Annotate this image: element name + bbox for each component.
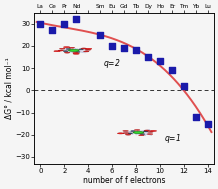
Circle shape [69, 47, 75, 48]
Circle shape [60, 48, 65, 49]
Circle shape [148, 131, 153, 132]
Circle shape [81, 48, 87, 49]
Circle shape [63, 46, 70, 48]
Circle shape [144, 130, 150, 131]
Circle shape [79, 49, 83, 50]
Point [110, 44, 114, 47]
Circle shape [73, 52, 78, 53]
Point [63, 22, 66, 25]
Text: $q$=1: $q$=1 [164, 132, 181, 145]
Point [182, 84, 186, 87]
Y-axis label: ΔG° / kcal mol⁻¹: ΔG° / kcal mol⁻¹ [4, 57, 13, 119]
Circle shape [64, 52, 70, 53]
Circle shape [85, 48, 92, 49]
Point [194, 115, 198, 119]
Point [122, 47, 126, 50]
Point [158, 60, 162, 63]
Circle shape [128, 133, 133, 134]
Circle shape [63, 51, 68, 52]
Circle shape [85, 49, 91, 50]
Circle shape [123, 130, 128, 131]
Circle shape [147, 134, 153, 135]
Circle shape [58, 50, 63, 51]
Circle shape [118, 133, 124, 134]
Circle shape [125, 134, 131, 135]
Circle shape [133, 132, 144, 133]
Point [146, 56, 150, 59]
X-axis label: number of f electrons: number of f electrons [83, 176, 165, 185]
Circle shape [68, 49, 79, 51]
Circle shape [54, 51, 60, 52]
Circle shape [134, 129, 140, 130]
Circle shape [143, 131, 148, 132]
Circle shape [83, 51, 89, 52]
Point [39, 22, 42, 25]
Point [134, 49, 138, 52]
Point [170, 69, 174, 72]
Point [206, 122, 209, 125]
Circle shape [139, 135, 144, 136]
Circle shape [150, 130, 157, 132]
Circle shape [140, 134, 145, 135]
Circle shape [73, 53, 79, 54]
Circle shape [123, 132, 129, 134]
Circle shape [131, 131, 135, 132]
Point [51, 29, 54, 32]
Point [98, 33, 102, 36]
Text: $q$=2: $q$=2 [102, 57, 120, 70]
Point [74, 18, 78, 21]
